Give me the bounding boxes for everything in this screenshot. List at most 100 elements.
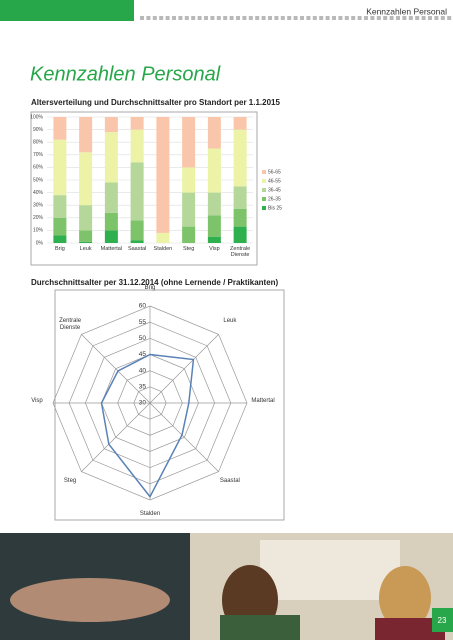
dot: [140, 16, 144, 20]
x-tick-label: Steg: [182, 246, 195, 252]
dot: [261, 16, 266, 20]
x-tick-label: Saastal: [127, 246, 147, 252]
dot: [210, 16, 215, 20]
dot: [389, 16, 394, 20]
dot: [255, 16, 260, 20]
radar-spoke: [81, 334, 151, 404]
dot: [172, 16, 176, 20]
y-tick-label: 50%: [33, 177, 44, 183]
dot: [280, 16, 285, 20]
y-tick-label: 0%: [36, 240, 44, 246]
bar-segment: [233, 186, 247, 209]
legend-swatch: [262, 197, 266, 201]
radar-spoke: [149, 334, 219, 404]
x-tick-label: Leuk: [79, 246, 92, 252]
legend-swatch: [262, 188, 266, 192]
dot: [274, 16, 279, 20]
bar-segment: [233, 208, 247, 227]
radar-line: [100, 353, 195, 499]
bar-segment: [182, 192, 196, 227]
dot: [216, 16, 221, 20]
bar-segment: [182, 117, 196, 168]
radial-tick-label: 60: [139, 303, 147, 310]
dot: [364, 16, 368, 20]
y-tick-label: 90%: [33, 127, 44, 133]
header-dots: [140, 16, 452, 20]
bar-segment: [182, 167, 196, 193]
category-label: Brig: [144, 285, 156, 291]
chart-title: Altersverteilung und Durchschnittsalter …: [31, 98, 281, 107]
bar-segment: [207, 215, 221, 237]
dot: [447, 16, 452, 20]
x-tick-label: Brig: [54, 246, 65, 252]
dot: [184, 16, 189, 20]
bar-segment: [182, 226, 196, 243]
page-number: 23: [438, 616, 447, 625]
bar-segment: [130, 117, 144, 130]
dot: [325, 16, 330, 20]
x-tick-label: Zentrale Dienste: [230, 246, 251, 259]
y-tick-label: 20%: [33, 215, 44, 221]
dot: [415, 16, 420, 20]
dot: [287, 16, 292, 20]
bar-segment: [233, 226, 247, 243]
dot: [165, 16, 170, 20]
y-tick-label: 70%: [33, 152, 44, 158]
dot: [242, 16, 247, 20]
bar-segment: [79, 241, 93, 243]
category-label: Saastal: [219, 477, 240, 484]
dot: [434, 16, 439, 20]
legend-label: 56-65: [268, 169, 281, 175]
category-label: Stalden: [139, 511, 161, 517]
dot: [268, 16, 272, 20]
bar-segment: [53, 235, 67, 243]
dot: [293, 16, 298, 20]
dot: [402, 16, 407, 20]
page-number-box: [432, 608, 453, 632]
bar-segment: [53, 217, 67, 236]
dot: [248, 16, 253, 20]
dot: [146, 16, 151, 20]
bar-segment: [104, 230, 118, 243]
dot: [236, 16, 240, 20]
bar-segment: [130, 162, 144, 221]
header-section: Kennzahlen Personal: [366, 6, 447, 16]
dot: [332, 16, 336, 20]
radial-tick-label: 35: [139, 384, 147, 391]
dot: [376, 16, 381, 20]
category-label: Steg: [63, 477, 77, 484]
radial-tick-label: 55: [139, 319, 147, 326]
dot: [383, 16, 388, 20]
radar-spoke: [149, 402, 219, 472]
bar-segment: [104, 182, 118, 213]
dot: [152, 16, 157, 20]
dot: [197, 16, 202, 20]
dot: [204, 16, 208, 20]
bar-segment: [207, 192, 221, 216]
photo-strip: [0, 533, 453, 640]
legend-swatch: [262, 170, 266, 174]
dot: [344, 16, 349, 20]
bar-segment: [233, 117, 247, 130]
dot: [440, 16, 445, 20]
bar-segment: [79, 230, 93, 242]
legend-label: 36-45: [268, 187, 281, 193]
bar-segment: [207, 236, 221, 243]
bar-segment: [104, 117, 118, 133]
dot: [357, 16, 362, 20]
legend-swatch: [262, 206, 266, 210]
bar-segment: [130, 240, 144, 243]
bar-segment: [53, 117, 67, 140]
dot: [408, 16, 413, 20]
category-label: Zentrale Dienste: [59, 318, 82, 332]
bar-segment: [79, 152, 93, 206]
dot: [178, 16, 183, 20]
dot: [396, 16, 400, 20]
chart-title: Durchschnittsalter per 31.12.2014 (ohne …: [31, 278, 279, 287]
radial-tick-label: 45: [139, 351, 147, 358]
bar-segment: [207, 148, 221, 193]
bar-segment: [53, 139, 67, 196]
bar-segment: [156, 232, 170, 243]
